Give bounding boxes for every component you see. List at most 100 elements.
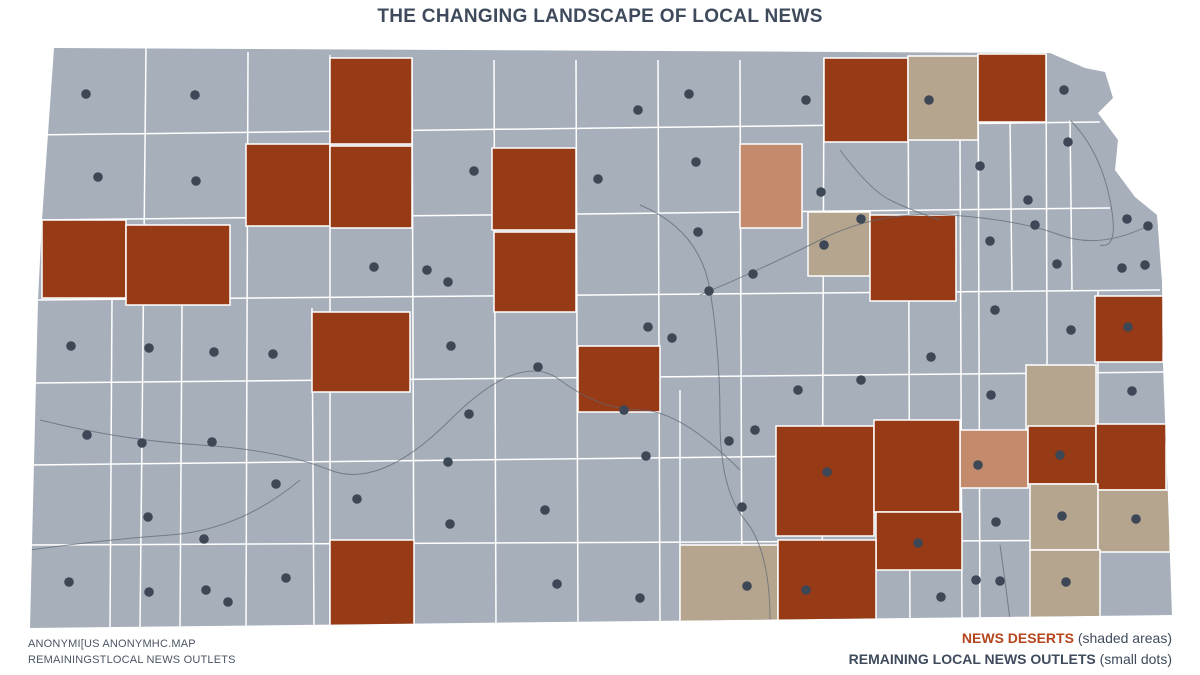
news-outlet-dot — [82, 430, 92, 440]
news-outlet-dot — [641, 451, 651, 461]
news-outlet-dot — [684, 89, 694, 99]
news-outlet-dot — [191, 176, 201, 186]
news-outlet-dot — [819, 240, 829, 250]
news-outlet-dot — [1122, 214, 1132, 224]
news-outlet-dot — [913, 538, 923, 548]
legend-news-deserts: NEWS DESERTS (shaded areas) — [962, 630, 1172, 646]
news-outlet-dot — [209, 347, 219, 357]
news-outlet-dot — [635, 593, 645, 603]
road-line — [39, 370, 741, 475]
road-layer — [30, 119, 1151, 621]
news-outlet-dot — [143, 512, 153, 522]
news-outlet-dot — [991, 517, 1001, 527]
news-outlet-dot — [223, 597, 233, 607]
news-outlet-dot — [1131, 514, 1141, 524]
news-outlet-dot — [1057, 511, 1067, 521]
news-desert-county — [311, 311, 411, 393]
news-outlet-dot — [822, 467, 832, 477]
news-outlet-dot — [986, 390, 996, 400]
partial-desert-county — [907, 55, 979, 141]
legend-news-outlets: REMAINING LOCAL NEWS OUTLETS (small dots… — [849, 651, 1172, 667]
county-boundary — [657, 59, 661, 628]
news-outlet-dot — [693, 227, 703, 237]
news-outlet-dot — [924, 95, 934, 105]
road-line — [699, 213, 1151, 296]
news-outlet-dot — [619, 405, 629, 415]
news-outlet-dot — [1127, 386, 1137, 396]
news-outlet-dot — [748, 269, 758, 279]
news-outlet-dot — [469, 166, 479, 176]
partial-desert-county — [679, 544, 779, 628]
news-outlet-dot — [540, 505, 550, 515]
news-outlet-dot — [793, 385, 803, 395]
news-desert-county — [329, 145, 413, 229]
road-line — [639, 204, 771, 621]
news-outlet-dot — [973, 460, 983, 470]
county-boundary — [139, 48, 147, 628]
map-title: THE CHANGING LANDSCAPE OF LOCAL NEWS — [377, 6, 823, 27]
news-outlet-dot — [742, 581, 752, 591]
news-outlet-dot — [1140, 260, 1150, 270]
news-desert-county — [775, 425, 875, 537]
news-outlet-dot — [633, 105, 643, 115]
news-desert-county — [869, 214, 957, 302]
legend-news-outlets-label: REMAINING LOCAL NEWS OUTLETS — [848, 651, 1096, 667]
news-outlet-dot — [643, 322, 653, 332]
news-outlet-dot — [446, 341, 456, 351]
county-boundary — [977, 53, 981, 628]
news-outlet-dot — [1055, 450, 1065, 460]
news-outlet-dot — [1143, 221, 1153, 231]
news-outlet-dot — [971, 575, 981, 585]
news-outlet-dot — [64, 577, 74, 587]
news-outlet-dot — [856, 375, 866, 385]
news-desert-county — [873, 419, 961, 513]
news-outlet-dot — [66, 341, 76, 351]
news-outlet-dot — [801, 95, 811, 105]
road-line — [839, 149, 941, 221]
news-outlet-dot — [81, 89, 91, 99]
road-line — [999, 544, 1011, 621]
news-outlet-dot — [985, 236, 995, 246]
county-boundary — [179, 304, 183, 628]
news-outlet-dot — [1123, 322, 1133, 332]
news-outlet-dot — [593, 174, 603, 184]
news-outlet-dot — [464, 409, 474, 419]
news-outlet-dot — [352, 494, 362, 504]
news-outlet-dot — [533, 362, 543, 372]
news-desert-county — [577, 345, 661, 413]
news-outlet-dot — [445, 519, 455, 529]
news-outlet-dot — [691, 157, 701, 167]
news-outlet-dot — [271, 479, 281, 489]
news-outlet-dot — [1052, 259, 1062, 269]
news-outlet-dot — [443, 457, 453, 467]
news-desert-county — [1095, 423, 1167, 491]
news-outlet-dot — [1030, 220, 1040, 230]
news-outlet-dot — [144, 587, 154, 597]
news-outlet-dot — [926, 352, 936, 362]
news-outlet-dot — [936, 592, 946, 602]
news-outlet-dot — [724, 436, 734, 446]
news-outlet-dot — [990, 305, 1000, 315]
partial-desert-county — [1025, 364, 1097, 430]
news-desert-county — [493, 231, 577, 313]
news-outlet-dot — [201, 585, 211, 595]
news-outlet-dot — [667, 333, 677, 343]
news-desert-county — [245, 143, 331, 227]
news-outlet-dot — [1066, 325, 1076, 335]
legend-news-deserts-label: NEWS DESERTS — [961, 630, 1074, 646]
news-outlet-dot — [975, 161, 985, 171]
legend-news-deserts-note: (shaded areas) — [1077, 630, 1172, 646]
news-outlet-dot — [816, 187, 826, 197]
news-outlet-dot — [422, 265, 432, 275]
news-outlet-dot — [137, 438, 147, 448]
news-desert-county — [977, 53, 1047, 123]
news-outlet-dot — [856, 214, 866, 224]
news-outlet-dot — [199, 534, 209, 544]
news-desert-county — [329, 539, 415, 628]
news-desert-county — [125, 224, 231, 306]
county-boundary — [1009, 119, 1013, 291]
county-boundary — [1069, 119, 1073, 291]
news-outlet-dot — [1059, 85, 1069, 95]
outlet-dots-layer — [64, 85, 1153, 607]
